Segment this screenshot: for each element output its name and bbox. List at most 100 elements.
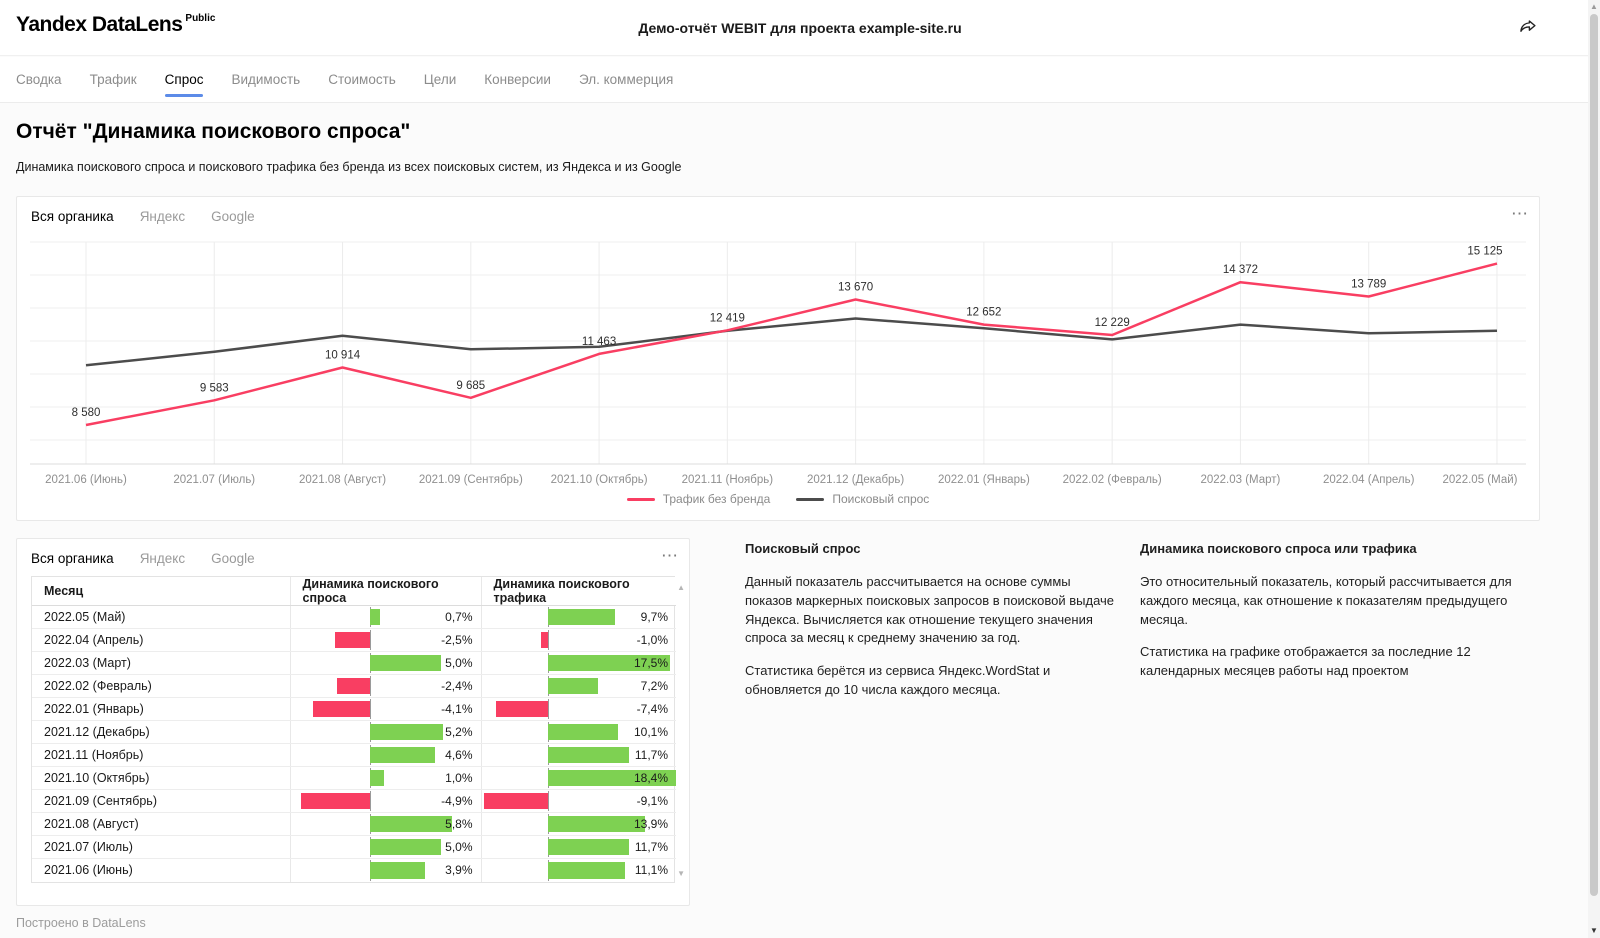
nav-tab[interactable]: Спрос bbox=[164, 57, 203, 103]
source-tab[interactable]: Яндекс bbox=[139, 209, 186, 224]
scroll-down-icon[interactable]: ▼ bbox=[1590, 926, 1598, 935]
month-cell: 2022.01 (Январь) bbox=[32, 697, 290, 721]
app-header: Yandex DataLens Public Демо-отчёт WEBIT д… bbox=[0, 0, 1600, 56]
legend-line-swatch bbox=[626, 497, 655, 501]
nav-tab[interactable]: Эл. коммерция bbox=[578, 71, 674, 87]
data-point-label: 13 789 bbox=[1351, 279, 1386, 291]
nav-tab[interactable]: Стоимость bbox=[328, 71, 396, 87]
nav-tab[interactable]: Видимость bbox=[231, 71, 301, 87]
line-chart[interactable]: 8 580 9 583 10 914 9 685 11 463 12 419 13 670 1… bbox=[30, 234, 1526, 490]
bar-value: 5,2% bbox=[445, 725, 473, 739]
table-column-header: Динамика поискового спроса bbox=[289, 577, 481, 606]
table-row: 2021.08 (Август) 5,8% 13,9% bbox=[32, 812, 676, 836]
legend-item[interactable]: Трафик без бренда bbox=[626, 492, 770, 506]
x-axis-label: 2021.11 (Ноябрь) bbox=[682, 474, 774, 486]
x-axis-label: 2022.03 (Март) bbox=[1200, 474, 1280, 486]
x-axis-label: 2021.09 (Сентябрь) bbox=[419, 474, 523, 486]
positive-bar bbox=[547, 839, 630, 855]
info-block-paragraph: Данный показатель рассчитывается на осно… bbox=[745, 573, 1115, 646]
bar-cell: 3,9% bbox=[289, 858, 481, 882]
source-tab[interactable]: Вся органика bbox=[31, 551, 114, 566]
page-scrollbar[interactable]: ▲ ▼ bbox=[1588, 0, 1600, 938]
info-block-title: Поисковый спрос bbox=[745, 541, 861, 556]
table-menu-ellipsis-icon[interactable]: ⋯ bbox=[661, 546, 679, 565]
table-source-tabs: Вся органика Яндекс Google bbox=[17, 539, 689, 572]
datalens-logo[interactable]: Yandex DataLens Public bbox=[16, 13, 215, 37]
bar-cell: 11,1% bbox=[480, 858, 676, 882]
positive-bar bbox=[370, 655, 441, 671]
positive-bar bbox=[547, 655, 670, 671]
logo-text: Yandex DataLens bbox=[16, 13, 183, 36]
table-card: Вся органика Яндекс Google ⋯ Месяц Динамика… bbox=[16, 538, 690, 906]
source-tab[interactable]: Вся органика bbox=[31, 209, 114, 224]
data-point-label: 12 229 bbox=[1095, 317, 1130, 329]
table-row: 2021.10 (Октябрь) 1,0% 18,4% bbox=[32, 766, 677, 790]
bar-value: -2,5% bbox=[441, 633, 473, 647]
source-tab[interactable]: Яндекс bbox=[139, 551, 186, 566]
bar-cell: 5,8% bbox=[289, 812, 481, 836]
bar-value: 17,5% bbox=[633, 656, 668, 670]
bar-value: 13,9% bbox=[633, 817, 668, 831]
footer-branding[interactable]: Построено в DataLens bbox=[16, 916, 146, 930]
info-block-paragraph: Статистика берётся из сервиса Яндекс.Wor… bbox=[745, 663, 1051, 698]
nav-tab[interactable]: Конверсии bbox=[484, 71, 551, 87]
positive-bar bbox=[547, 724, 619, 740]
chart-card: Вся органика Яндекс Google ⋯ 8 580 9 583 10 … bbox=[16, 196, 1540, 521]
chart-source-tabs: Вся органика Яндекс Google bbox=[17, 197, 1539, 230]
negative-bar bbox=[484, 793, 548, 809]
nav-tab[interactable]: Цели bbox=[423, 71, 457, 87]
month-cell: 2021.10 (Октябрь) bbox=[32, 766, 290, 790]
data-point-label: 13 670 bbox=[838, 281, 873, 293]
bar-cell: 0,7% bbox=[289, 605, 481, 629]
positive-bar bbox=[370, 839, 441, 855]
logo-public-badge: Public bbox=[185, 13, 216, 24]
table-scroll-up-icon[interactable]: ▲ bbox=[677, 583, 685, 592]
bar-value: 5,0% bbox=[445, 656, 473, 670]
month-cell: 2022.04 (Апрель) bbox=[32, 628, 290, 652]
source-tab[interactable]: Google bbox=[211, 551, 255, 566]
bar-zero-axis bbox=[547, 630, 549, 650]
negative-bar bbox=[495, 701, 548, 717]
bar-cell: 11,7% bbox=[480, 743, 676, 767]
x-axis-label: 2021.08 (Август) bbox=[299, 474, 386, 486]
bar-cell: -9,1% bbox=[480, 789, 676, 813]
positive-bar bbox=[547, 816, 645, 832]
info-block: Поисковый спрос Данный показатель рассчит… bbox=[745, 540, 1117, 714]
bar-value: -7,4% bbox=[636, 702, 668, 716]
nav-tab[interactable]: Трафик bbox=[89, 71, 137, 87]
bar-zero-axis bbox=[370, 791, 372, 811]
table-scroll-down-icon[interactable]: ▼ bbox=[677, 868, 685, 878]
x-axis-label: 2021.12 (Декабрь) bbox=[807, 474, 904, 486]
info-block-paragraph: Это относительный показатель, который ра… bbox=[1140, 573, 1512, 627]
data-point-label: 11 463 bbox=[582, 336, 616, 348]
share-arrow-icon bbox=[1520, 19, 1536, 32]
scroll-up-icon[interactable]: ▲ bbox=[1590, 2, 1598, 11]
bar-zero-axis bbox=[370, 699, 372, 719]
data-point-label: 15 125 bbox=[1467, 246, 1502, 258]
bar-cell: 5,0% bbox=[289, 835, 481, 859]
source-tab[interactable]: Google bbox=[211, 209, 255, 224]
positive-bar bbox=[370, 747, 435, 763]
bar-value: 11,1% bbox=[634, 863, 668, 878]
bar-zero-axis bbox=[370, 630, 372, 650]
legend-item[interactable]: Поисковый спрос bbox=[796, 492, 929, 506]
info-block: Динамика поискового спроса или трафика Эт… bbox=[1140, 540, 1540, 695]
nav-tab[interactable]: Сводка bbox=[16, 71, 62, 87]
bar-cell: 9,7% bbox=[480, 605, 676, 629]
info-block-paragraph: Статистика на графике отображается за по… bbox=[1140, 644, 1471, 679]
positive-bar bbox=[370, 724, 444, 740]
bar-cell: -2,5% bbox=[289, 628, 481, 652]
scrollbar-thumb[interactable] bbox=[1590, 14, 1598, 896]
share-icon[interactable] bbox=[1514, 14, 1542, 42]
table-row: 2022.02 (Февраль) -2,4% 7,2% bbox=[32, 674, 676, 698]
bar-cell: -4,1% bbox=[289, 697, 481, 721]
month-cell: 2022.05 (Май) bbox=[32, 605, 290, 629]
bar-value: 4,6% bbox=[445, 748, 473, 762]
dynamics-table: Месяц Динамика поискового спроса Динамика … bbox=[32, 577, 677, 882]
bar-value: -9,1% bbox=[636, 794, 668, 808]
x-axis-label: 2022.05 (Май) bbox=[1443, 474, 1518, 486]
month-cell: 2021.09 (Сентябрь) bbox=[32, 789, 290, 813]
chart-menu-ellipsis-icon[interactable]: ⋯ bbox=[1511, 204, 1529, 223]
table-row: 2022.04 (Апрель) -2,5% -1,0% bbox=[32, 628, 676, 652]
positive-bar bbox=[547, 770, 677, 786]
